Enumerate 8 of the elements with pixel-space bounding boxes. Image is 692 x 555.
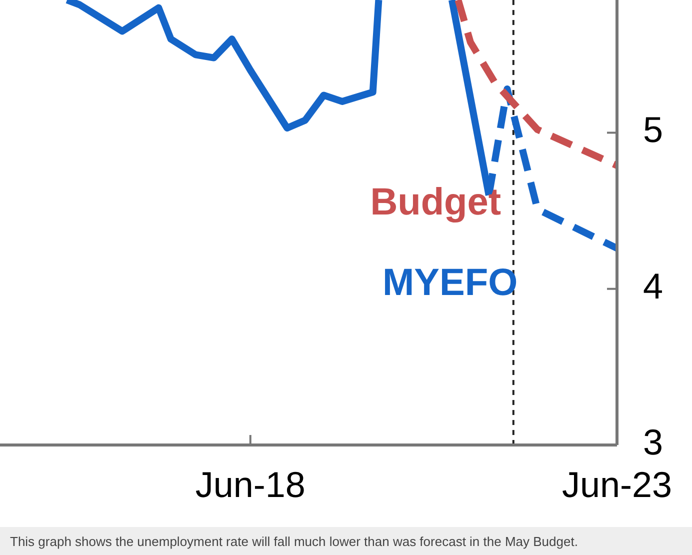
series-label: Budget xyxy=(370,182,502,224)
y-tick-label: 3 xyxy=(642,422,664,463)
series-label: MYEFO xyxy=(382,262,518,304)
text: This graph shows the unemployment rate will fall much lower than was forecast in the May Budget. xyxy=(10,534,578,549)
y-tick-label: 4 xyxy=(642,265,664,306)
x-tick-label: Jun-18 xyxy=(195,464,306,505)
y-tick-label: 5 xyxy=(642,109,664,150)
x-tick-label: Jun-23 xyxy=(562,464,672,505)
